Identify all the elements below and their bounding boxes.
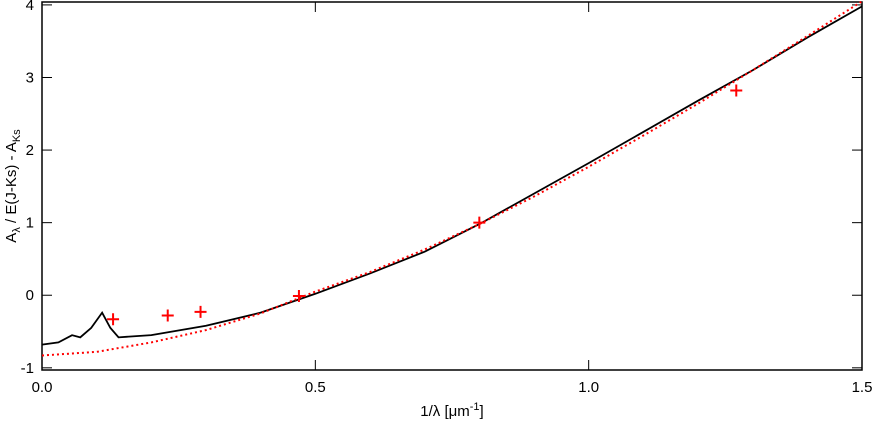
data-point	[194, 305, 207, 318]
plot-frame	[41, 1, 863, 371]
y-tick-label: 2	[26, 142, 34, 159]
y-tick-label: 3	[26, 69, 34, 86]
y-axis-label: Aλ / E(J-Ks) - AKs	[3, 129, 23, 243]
y-tick-label: 0	[26, 287, 34, 304]
data-point	[730, 84, 743, 97]
data-point	[161, 309, 174, 322]
x-tick-label: 1.5	[852, 379, 872, 396]
x-label-end: ]	[480, 403, 484, 420]
y-label-sub: λ	[11, 227, 23, 233]
data-line	[41, 5, 863, 346]
data-point	[292, 289, 305, 302]
data-point	[473, 216, 486, 229]
x-label-main: 1/λ [μm	[420, 403, 469, 420]
y-tick-label: 1	[26, 215, 34, 232]
data-line	[41, 0, 863, 357]
y-tick-label: 4	[26, 0, 34, 14]
x-label-sup: -1	[470, 401, 480, 413]
data-point	[107, 313, 120, 326]
x-axis-label: 1/λ [μm-1]	[420, 401, 483, 420]
y-label-rest: / E(J-Ks) - A	[3, 142, 20, 227]
y-label-sub2: Ks	[11, 129, 23, 142]
y-tick-label: -1	[21, 360, 34, 377]
x-tick-label: 0.5	[305, 379, 326, 396]
x-tick-label: 0.0	[32, 379, 53, 396]
y-label-main: A	[3, 233, 20, 243]
x-tick-label: 1.0	[578, 379, 599, 396]
